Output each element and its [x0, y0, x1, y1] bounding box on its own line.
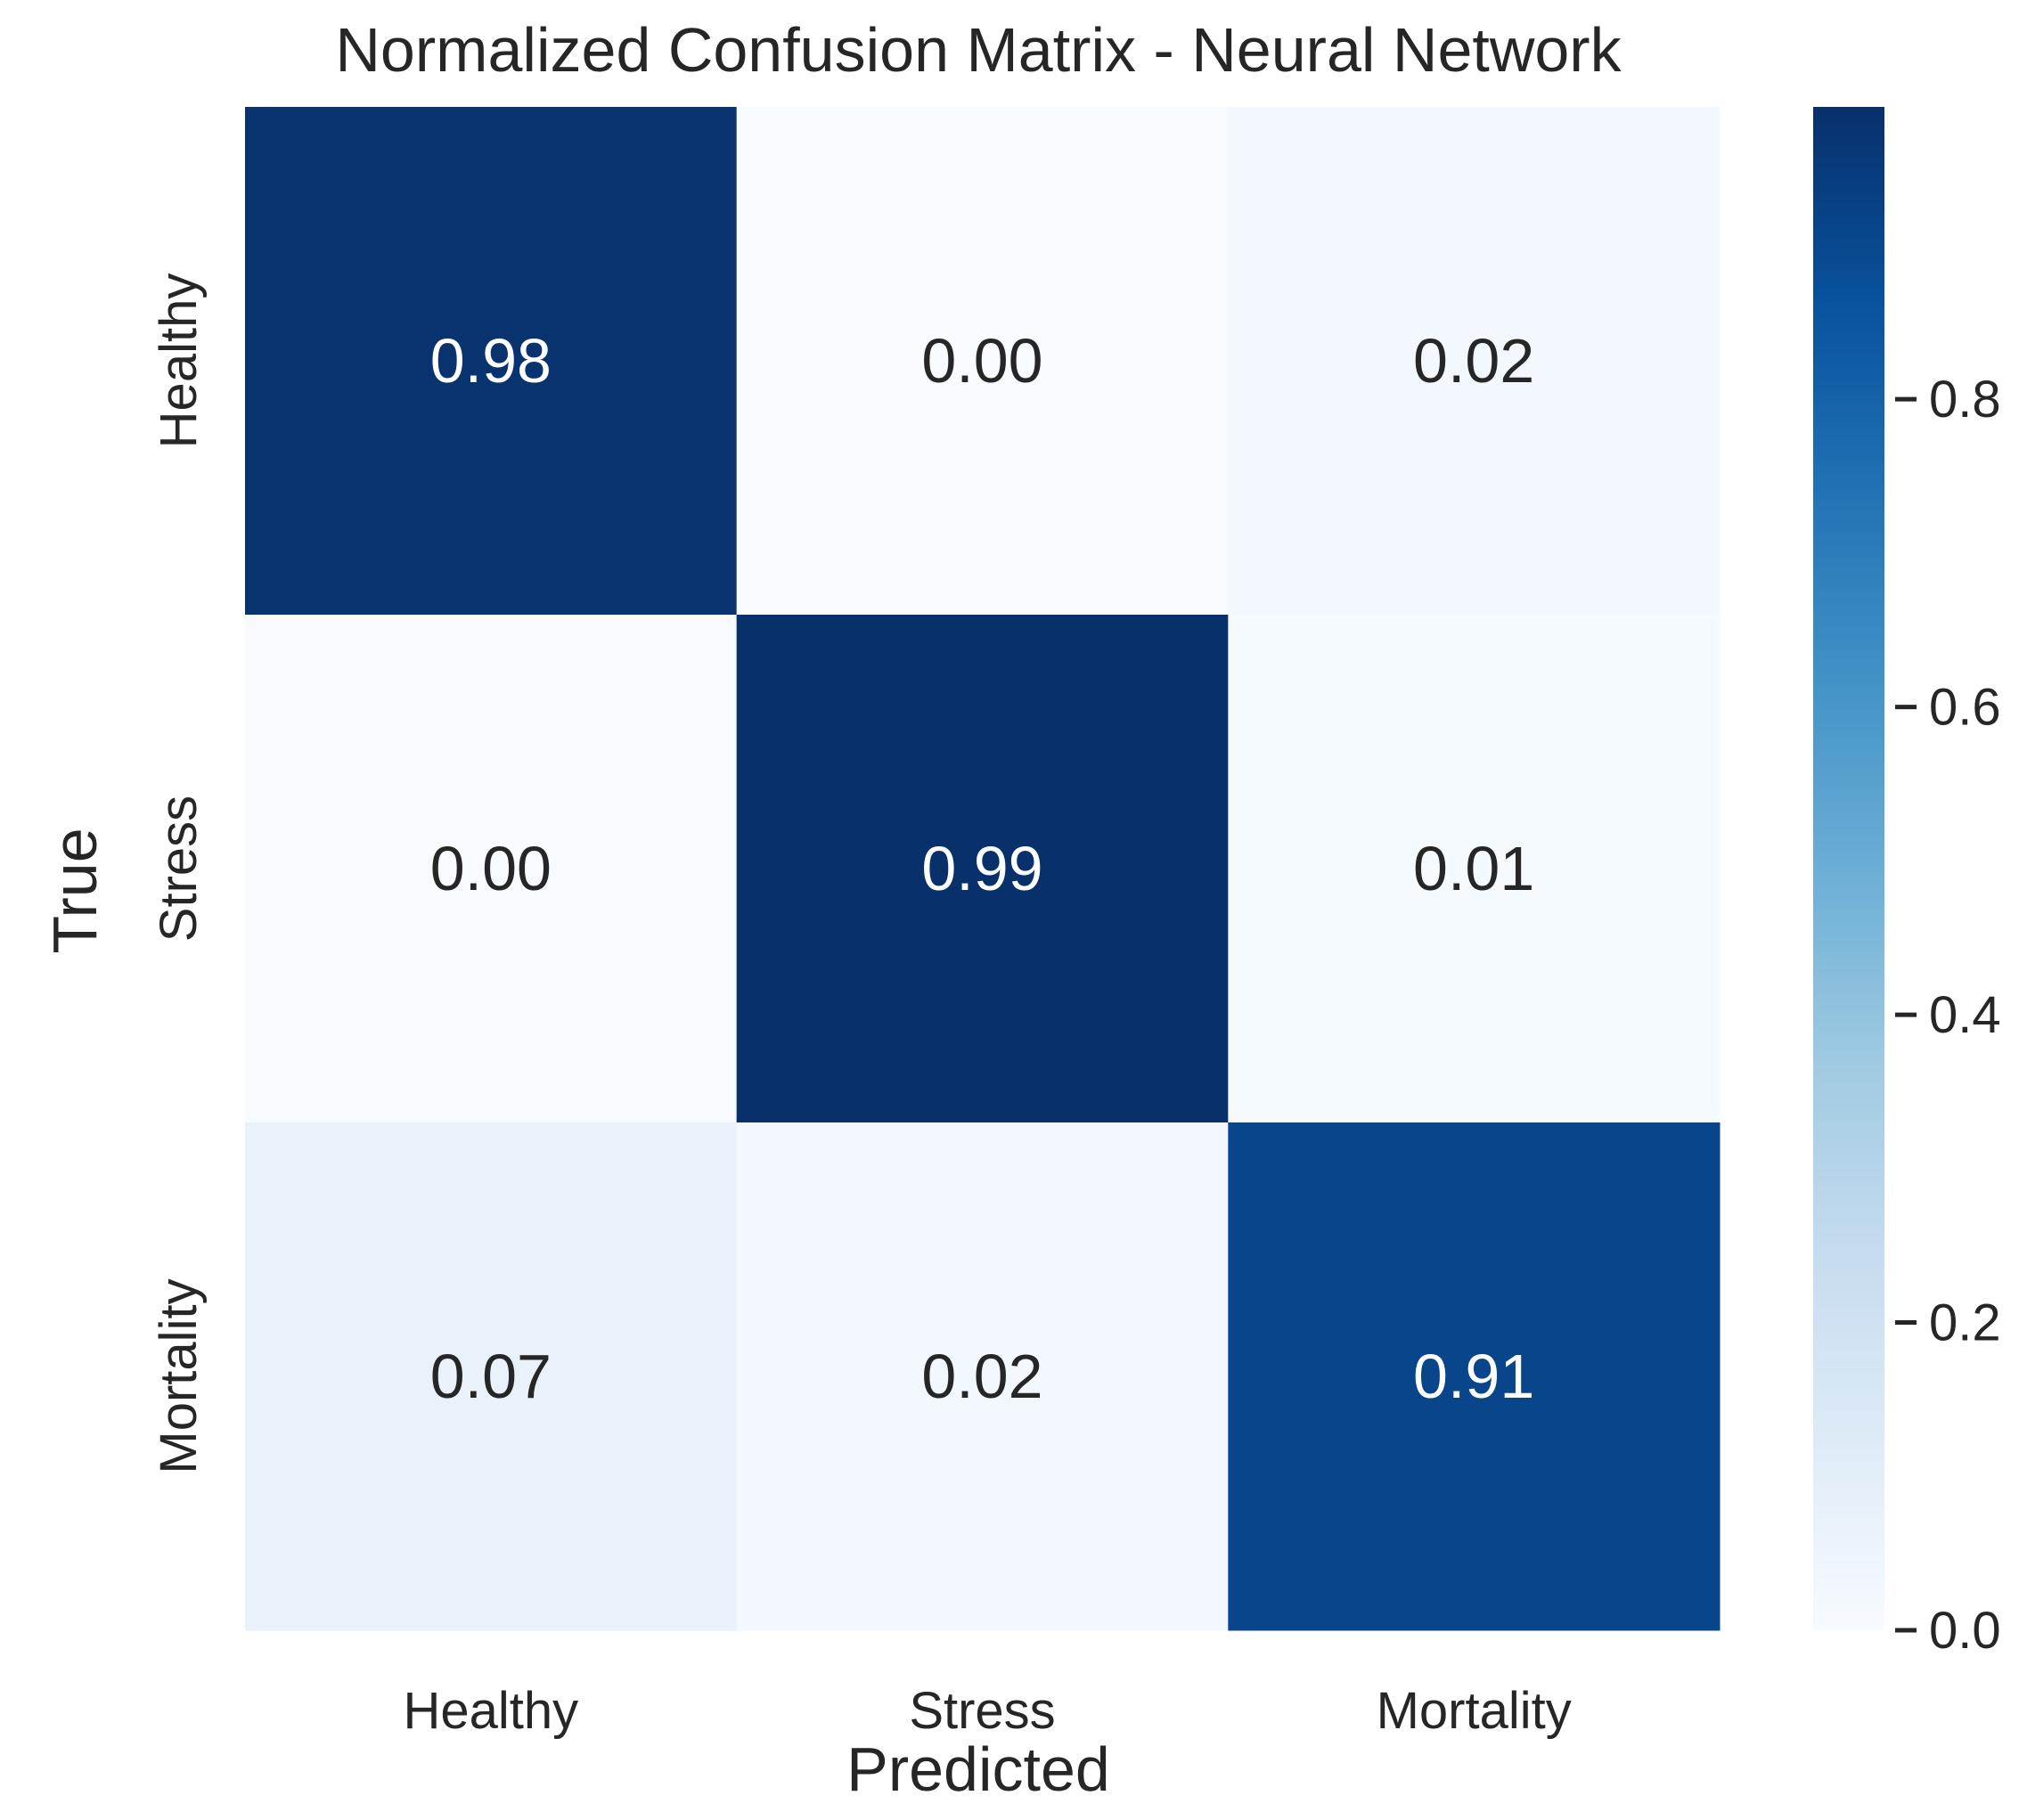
chart-title: Normalized Confusion Matrix - Neural Net…: [335, 15, 1622, 85]
cell-value-label: 0.07: [430, 1342, 552, 1411]
y-tick-labels: Healthy Stress Mortality: [150, 273, 208, 1474]
x-tick-label: Stress: [909, 1682, 1055, 1740]
x-tick-label: Healthy: [404, 1682, 579, 1740]
colorbar-ticks: 0.0 0.2 0.4 0.6 0.8: [1895, 371, 2001, 1660]
colorbar-tick-label: 0.2: [1929, 1294, 2001, 1352]
colorbar-tick-label: 0.6: [1929, 679, 2001, 737]
heatmap-cells: [245, 107, 1720, 1631]
colorbar-tick-label: 0.0: [1929, 1602, 2001, 1660]
colorbar: [1813, 107, 1884, 1630]
y-axis-label: True: [40, 828, 110, 953]
heatmap-cell: [736, 107, 1229, 616]
y-tick-label: Mortality: [150, 1278, 208, 1473]
cell-value-label: 0.98: [430, 326, 552, 396]
x-axis-label: Predicted: [846, 1734, 1110, 1804]
heatmap-cell: [1228, 1122, 1720, 1631]
x-tick-label: Mortality: [1377, 1682, 1572, 1740]
heatmap-cell: [1228, 615, 1720, 1123]
heatmap-cell: [736, 1122, 1229, 1631]
heatmap-cell: [1228, 107, 1720, 616]
heatmap-cell: [245, 107, 738, 616]
cell-value-label: 0.02: [1413, 326, 1534, 396]
cell-value-label: 0.00: [430, 834, 552, 903]
cell-value-label: 0.91: [1413, 1342, 1534, 1411]
colorbar-tick-label: 0.8: [1929, 371, 2001, 428]
y-tick-label: Stress: [150, 796, 208, 942]
cell-value-label: 0.00: [921, 326, 1042, 396]
cell-value-label: 0.01: [1413, 834, 1534, 903]
cell-value-label: 0.99: [921, 834, 1042, 903]
heatmap-cell: [245, 1122, 738, 1631]
cell-value-label: 0.02: [921, 1342, 1042, 1411]
x-tick-labels: Healthy Stress Mortality: [404, 1682, 1572, 1740]
heatmap-cell: [736, 615, 1229, 1123]
y-tick-label: Healthy: [150, 273, 208, 449]
colorbar-tick-label: 0.4: [1929, 986, 2001, 1044]
heatmap-cell: [245, 615, 738, 1123]
heatmap-cell-labels: 0.98 0.00 0.02 0.00 0.99 0.01 0.07 0.02 0.91: [430, 326, 1535, 1411]
